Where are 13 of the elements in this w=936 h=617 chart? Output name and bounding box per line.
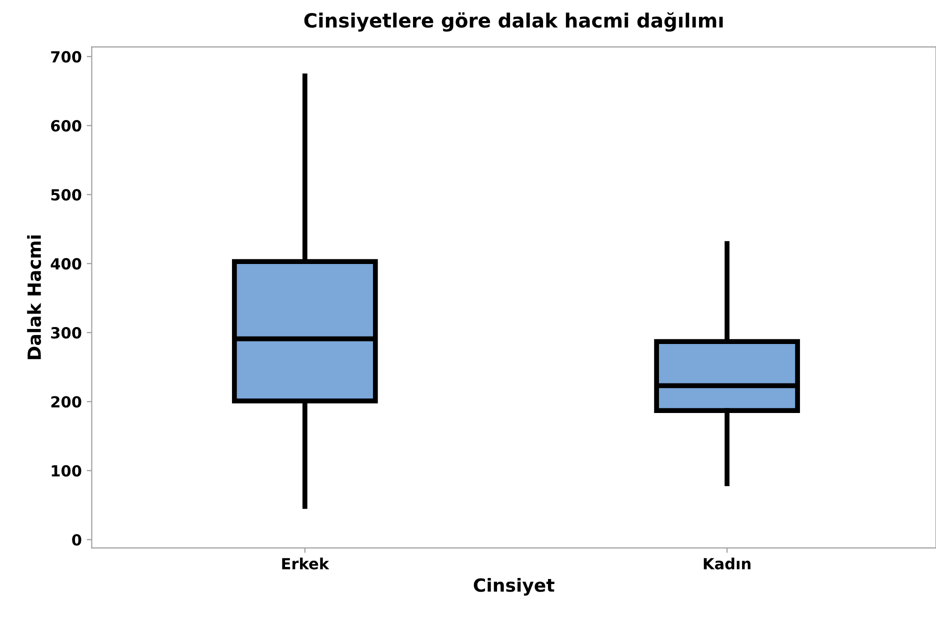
y-tick-label: 700 — [51, 51, 82, 63]
x-axis-title: Cinsiyet — [474, 578, 554, 596]
y-tick-label: 600 — [51, 120, 82, 132]
x-tick-label: Erkek — [282, 558, 330, 570]
chart-title: Cinsiyetlere göre dalak hacmi dağılımı — [304, 12, 723, 32]
y-tick-label: 500 — [51, 189, 82, 201]
y-tick-label: 400 — [50, 258, 82, 270]
x-tick-label: Kadın — [704, 558, 750, 570]
y-tick-label: 100 — [52, 465, 82, 477]
y-axis-title: Dalak Hacmi — [27, 235, 42, 360]
y-tick-label: 200 — [51, 396, 82, 408]
y-tick-label: 300 — [51, 327, 82, 339]
y-tick-label: 0 — [72, 534, 82, 546]
